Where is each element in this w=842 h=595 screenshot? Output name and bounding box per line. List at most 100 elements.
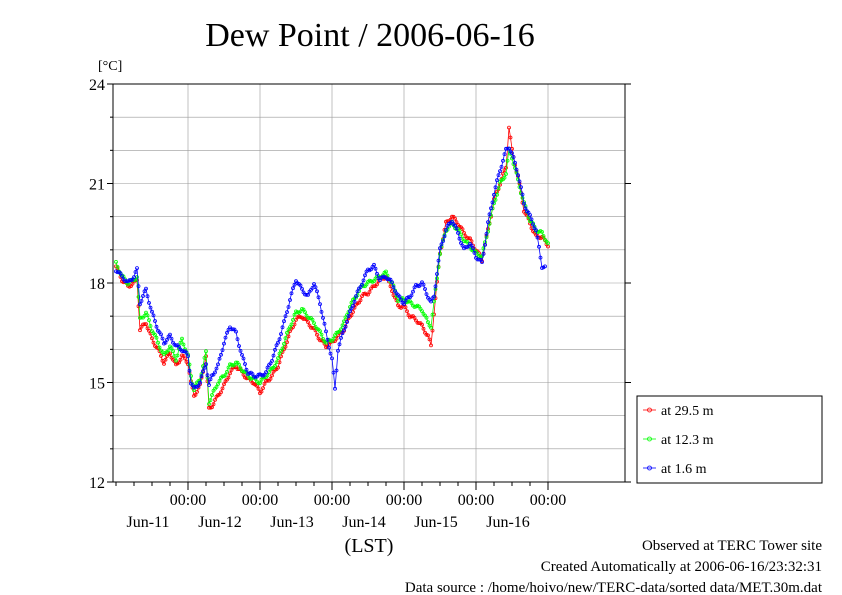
data-point [216,382,220,386]
data-point [516,173,520,178]
data-point [318,329,322,334]
data-point [219,390,223,395]
data-point [325,337,330,342]
data-point [178,340,183,345]
data-point [214,385,219,389]
legend-swatch-marker [647,407,652,413]
data-point [397,294,402,299]
data-point [261,386,265,391]
data-point [270,373,274,378]
data-point [417,321,421,326]
data-point [264,370,268,375]
data-point [169,346,174,351]
legend-swatch-marker [647,465,652,471]
data-point [490,200,495,205]
data-point [342,328,346,332]
data-point [469,243,474,248]
data-point [180,336,184,341]
data-point [535,235,540,240]
data-point [285,310,289,315]
data-point [351,303,355,308]
data-point [403,305,408,310]
data-point [384,269,388,274]
data-point [454,220,459,225]
data-point [220,348,225,353]
data-point [316,295,321,300]
data-point [402,302,406,307]
data-point [477,257,481,262]
data-point [507,125,511,130]
data-point [118,271,123,276]
data-point [310,317,315,322]
data-point [507,146,511,151]
data-point [207,402,211,406]
data-point [513,160,517,165]
footer-site: Observed at TERC Tower site [642,538,822,554]
legend-item: at 29.5 m [643,404,714,419]
data-point [276,365,280,370]
data-point [283,314,288,319]
data-point [273,347,277,352]
data-point [114,259,118,264]
data-point [135,266,139,271]
x-tick-date: Jun-13 [270,514,314,531]
data-point [211,402,216,407]
data-point [154,335,159,340]
data-point [520,192,525,197]
data-point [214,366,219,371]
data-point [423,287,427,291]
data-point [132,275,136,280]
data-point [480,260,484,265]
data-point [157,345,162,350]
data-point [339,335,343,340]
data-point [237,344,241,348]
data-point [208,377,213,382]
data-point [144,310,148,315]
data-point [243,362,247,366]
legend-label: at 12.3 m [661,433,714,448]
data-point [238,348,243,353]
data-point [460,243,465,248]
data-point [120,274,124,278]
data-point [201,369,205,374]
data-point [501,158,505,163]
data-point [210,405,214,410]
data-point [456,230,460,235]
y-axis: 12 15 18 21 24 [89,77,631,492]
data-point [466,236,471,241]
data-point [306,292,310,297]
data-point [303,310,307,315]
data-point [433,284,438,289]
data-point [169,336,174,341]
data-point [436,258,441,263]
data-point [499,164,504,169]
data-point [271,353,276,358]
data-point [367,290,372,294]
data-point [133,270,138,274]
data-point [358,298,363,303]
data-point [430,328,435,333]
data-point [259,389,264,394]
data-point [318,302,322,307]
data-point [282,341,286,346]
data-point [441,239,445,244]
data-point [238,366,243,371]
legend-item: at 1.6 m [643,462,707,477]
y-unit-label: [°C] [98,59,122,74]
data-point [168,351,172,356]
x-tick-date: Jun-12 [198,514,242,531]
data-point [319,332,324,337]
data-point [189,374,193,378]
data-point [183,356,187,361]
data-point [292,312,297,317]
data-point [165,337,169,342]
data-point [168,332,172,337]
data-point [450,214,454,219]
data-point [399,297,403,302]
data-point [156,340,160,345]
data-point [298,283,303,288]
data-point [288,325,292,330]
data-point [306,320,310,325]
data-point [276,356,280,361]
data-point [519,185,523,190]
